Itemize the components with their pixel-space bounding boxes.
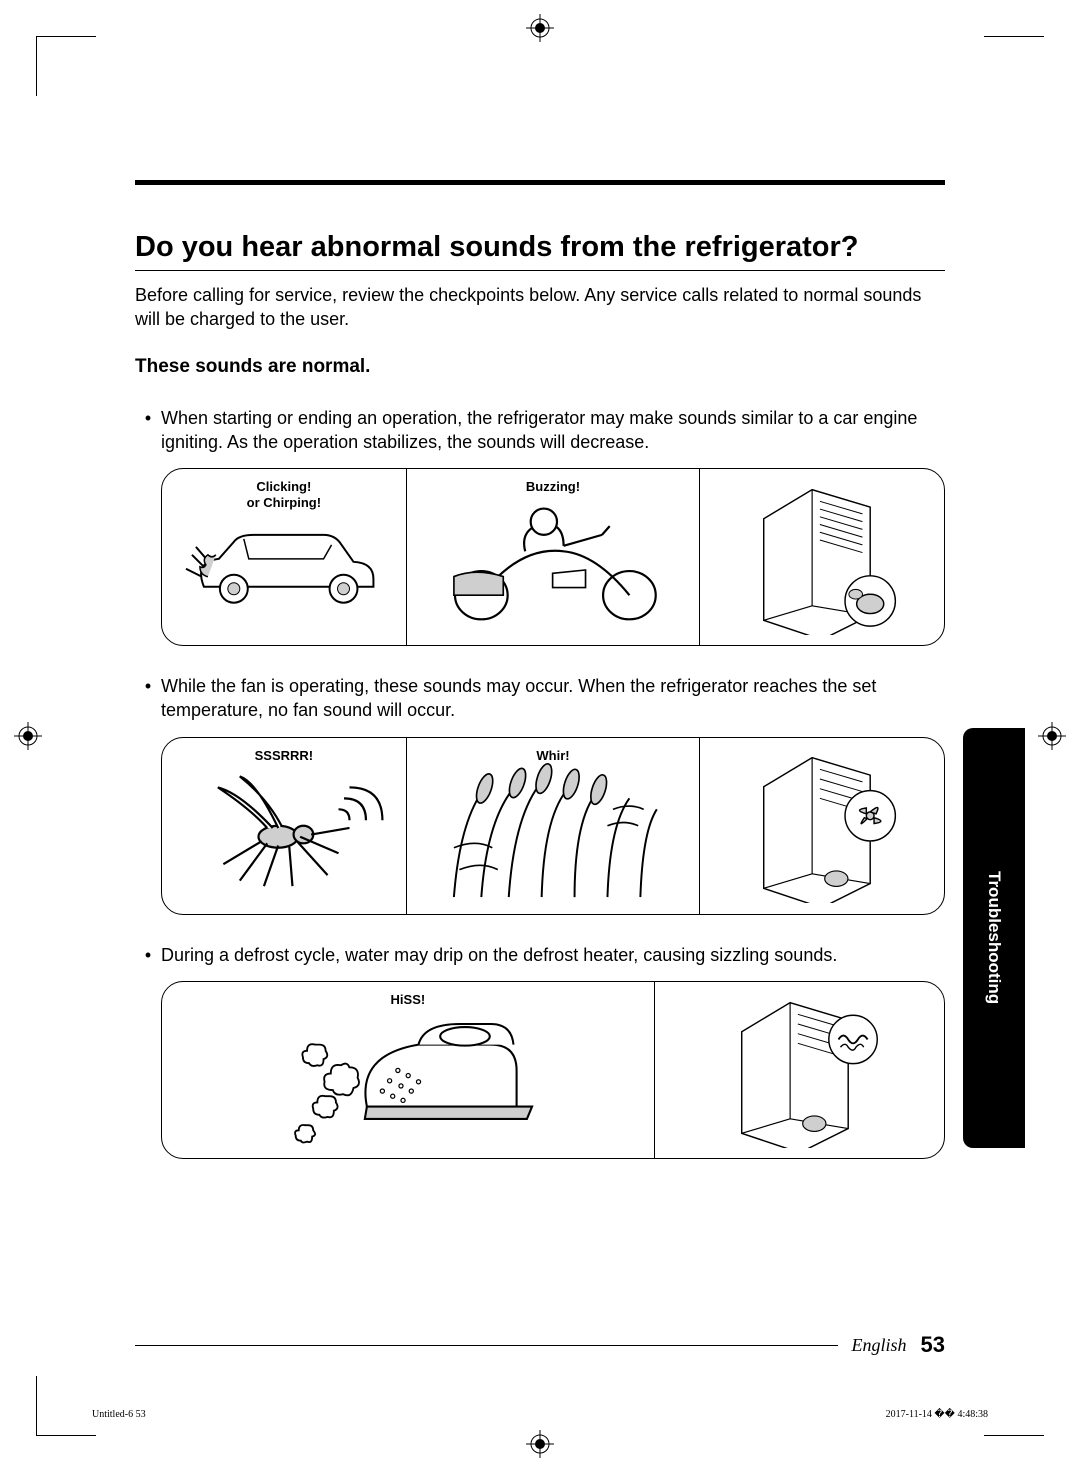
print-meta-left: Untitled-6 53 <box>92 1409 146 1420</box>
registration-mark-top <box>526 14 554 42</box>
mosquito-icon <box>174 749 393 903</box>
page-footer: English 53 <box>135 1332 945 1358</box>
registration-mark-right <box>1038 722 1066 750</box>
figure-row: Clicking! or Chirping! Buzzing! <box>161 468 945 646</box>
figure-panel-mosquito: SSSRRR! <box>162 738 406 914</box>
page-content: Do you hear abnormal sounds from the ref… <box>135 80 945 1187</box>
figure-row: HiSS! <box>161 981 945 1159</box>
registration-mark-bottom <box>526 1430 554 1458</box>
section-tab-label: Troubleshooting <box>984 871 1004 1004</box>
sound-label: HiSS! <box>391 992 426 1008</box>
list-item: • During a defrost cycle, water may drip… <box>135 943 945 1159</box>
sound-label: Clicking! or Chirping! <box>247 479 321 510</box>
crop-corner <box>36 36 96 96</box>
item-text: When starting or ending an operation, th… <box>161 406 945 455</box>
bullet-icon: • <box>135 674 161 723</box>
sound-label: Whir! <box>536 748 569 764</box>
intro-text: Before calling for service, review the c… <box>135 283 945 332</box>
item-text: During a defrost cycle, water may drip o… <box>161 943 945 967</box>
crop-corner <box>984 1376 1044 1436</box>
figure-panel-car: Clicking! or Chirping! <box>162 469 406 645</box>
figure-panel-fridge <box>654 982 944 1158</box>
page-title: Do you hear abnormal sounds from the ref… <box>135 231 945 271</box>
figure-panel-fridge <box>699 469 944 645</box>
footer-rule <box>135 1345 838 1346</box>
refrigerator-compressor-icon <box>725 480 919 635</box>
item-text: While the fan is operating, these sounds… <box>161 674 945 723</box>
figure-panel-iron: HiSS! <box>162 982 654 1158</box>
motorcycle-icon <box>421 491 684 623</box>
figure-row: SSSRRR! Whir! <box>161 737 945 915</box>
figure-panel-fridge <box>699 738 944 914</box>
wind-reeds-icon <box>421 749 684 903</box>
footer-page-number: 53 <box>921 1332 945 1358</box>
sound-list: • When starting or ending an operation, … <box>135 406 945 1159</box>
bullet-icon: • <box>135 406 161 455</box>
sound-label: Buzzing! <box>526 479 580 495</box>
refrigerator-fan-icon <box>725 748 919 903</box>
refrigerator-heater-icon <box>703 993 897 1148</box>
section-rule <box>135 180 945 185</box>
bullet-icon: • <box>135 943 161 967</box>
crop-corner <box>984 36 1044 96</box>
sub-heading: These sounds are normal. <box>135 356 945 378</box>
section-tab: Troubleshooting <box>963 728 1025 1148</box>
figure-panel-motorcycle: Buzzing! <box>406 469 700 645</box>
sound-label: SSSRRR! <box>255 748 314 764</box>
steam-iron-icon <box>243 993 573 1148</box>
figure-panel-reeds: Whir! <box>406 738 700 914</box>
print-meta-right: 2017-11-14 �� 4:48:38 <box>886 1409 988 1420</box>
registration-mark-left <box>14 722 42 750</box>
car-engine-icon <box>174 497 393 617</box>
list-item: • While the fan is operating, these soun… <box>135 674 945 915</box>
crop-corner <box>36 1376 96 1436</box>
footer-language: English <box>852 1335 907 1356</box>
list-item: • When starting or ending an operation, … <box>135 406 945 647</box>
